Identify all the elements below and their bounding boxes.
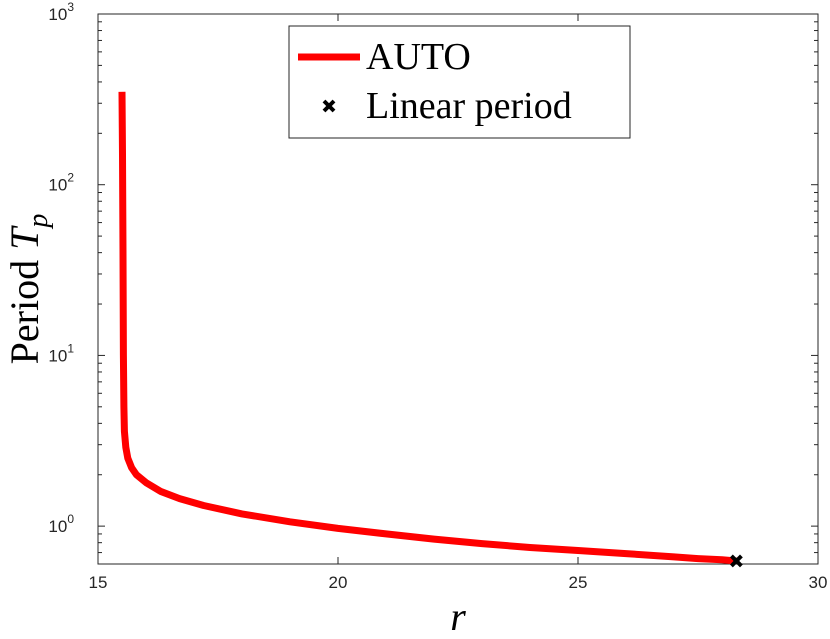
y-tick-label: 101 bbox=[48, 341, 74, 365]
y-tick-label-base: 10 bbox=[48, 176, 67, 195]
y-tick-label-base: 10 bbox=[48, 346, 67, 365]
x-tick-label: 15 bbox=[89, 573, 108, 592]
y-tick-label-exponent: 0 bbox=[67, 512, 74, 526]
legend-entry-auto: AUTO bbox=[366, 36, 471, 78]
y-axis-label: Period Tp bbox=[2, 214, 54, 365]
y-axis-label-symbol: T bbox=[2, 225, 47, 250]
y-axis-label-subscript: p bbox=[23, 214, 54, 230]
y-tick-label-base: 10 bbox=[48, 5, 67, 24]
legend-entry-linear-period: Linear period bbox=[366, 85, 572, 127]
x-tick-label: 25 bbox=[569, 573, 588, 592]
y-tick-label-exponent: 1 bbox=[67, 341, 74, 355]
y-tick-label-exponent: 3 bbox=[67, 0, 74, 14]
x-tick-label: 30 bbox=[809, 573, 828, 592]
series-layer bbox=[118, 91, 743, 568]
legend-marker-swatch bbox=[322, 99, 336, 113]
y-tick-label-exponent: 2 bbox=[67, 171, 74, 185]
y-tick-label: 102 bbox=[48, 171, 74, 195]
y-tick-label: 103 bbox=[48, 0, 74, 24]
linear-period-marker bbox=[729, 554, 743, 568]
y-tick-label-base: 10 bbox=[48, 517, 67, 536]
series-line-auto bbox=[118, 91, 737, 565]
y-axis-label-text: Period bbox=[2, 250, 47, 364]
x-tick-label: 20 bbox=[329, 573, 348, 592]
y-tick-label: 100 bbox=[48, 512, 74, 536]
x-axis-label: r bbox=[450, 594, 466, 639]
legend-box bbox=[288, 25, 631, 139]
legend: AUTO Linear period bbox=[288, 25, 631, 139]
